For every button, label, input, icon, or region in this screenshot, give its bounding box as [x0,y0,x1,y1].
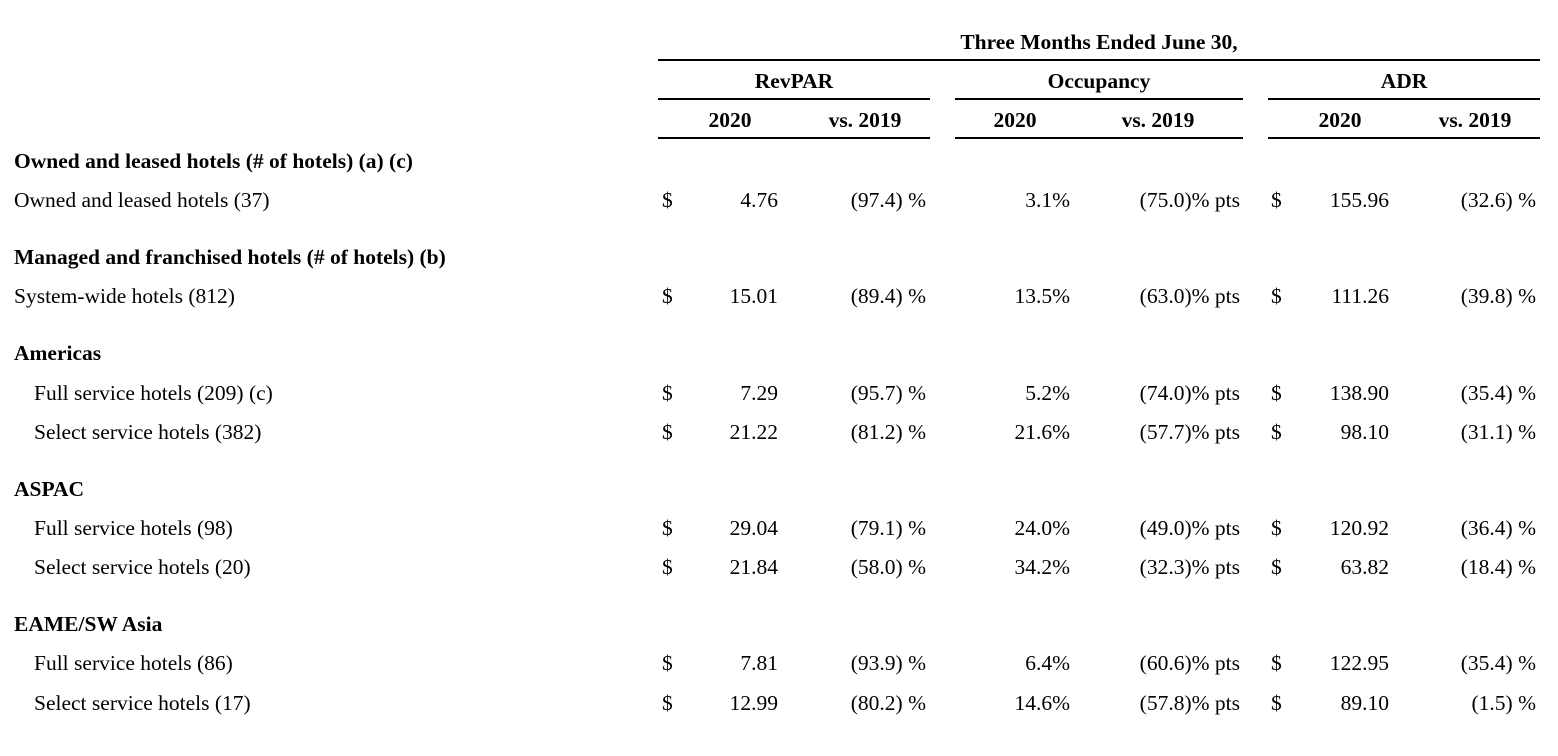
occupancy-sub-rule [955,137,1243,139]
adr-sub-rule [1268,137,1540,139]
section-label: EAME/SW Asia [14,612,163,636]
adr-value: 155.96 [1329,188,1389,212]
revpar-rule [658,98,930,100]
revpar-change: (79.1) % [850,516,926,540]
occupancy-change: (75.0)% pts [1139,188,1240,212]
occupancy-change: (32.3)% pts [1139,555,1240,579]
adr-currency: $ [1271,188,1282,212]
occupancy-value: 3.1% [1025,188,1070,212]
revpar-currency: $ [662,691,673,715]
revpar-value: 7.81 [740,651,778,675]
row-label: Owned and leased hotels (37) [14,188,270,212]
occupancy-value: 6.4% [1025,651,1070,675]
occupancy-change: (57.7)% pts [1139,420,1240,444]
occupancy-change: (60.6)% pts [1139,651,1240,675]
adr-value: 89.10 [1340,691,1389,715]
revpar-currency: $ [662,188,673,212]
revpar-change: (89.4) % [850,284,926,308]
adr-change: (1.5) % [1471,691,1536,715]
adr-year-header: 2020 [1318,108,1362,132]
occupancy-change: (74.0)% pts [1139,381,1240,405]
revpar-value: 4.76 [740,188,778,212]
occupancy-rule [955,98,1243,100]
revpar-currency: $ [662,381,673,405]
revpar-currency: $ [662,516,673,540]
section-label: Managed and franchised hotels (# of hote… [14,245,446,269]
adr-currency: $ [1271,381,1282,405]
revpar-currency: $ [662,284,673,308]
occupancy-value: 24.0% [1014,516,1070,540]
adr-rule [1268,98,1540,100]
adr-currency: $ [1271,691,1282,715]
adr-header: ADR [1380,69,1428,93]
adr-currency: $ [1271,555,1282,579]
period-rule [658,59,1540,61]
section-label: Owned and leased hotels (# of hotels) (a… [14,149,413,173]
occupancy-change-header: vs. 2019 [1121,108,1195,132]
occupancy-header: Occupancy [1047,69,1151,93]
occupancy-value: 34.2% [1014,555,1070,579]
adr-value: 98.10 [1340,420,1389,444]
period-header: Three Months Ended June 30, [960,30,1238,54]
adr-change: (36.4) % [1460,516,1536,540]
revpar-value: 21.22 [729,420,778,444]
adr-currency: $ [1271,516,1282,540]
adr-value: 138.90 [1329,381,1389,405]
adr-currency: $ [1271,284,1282,308]
adr-change: (39.8) % [1460,284,1536,308]
row-label: Full service hotels (98) [34,516,233,540]
revpar-change-header: vs. 2019 [828,108,902,132]
revpar-currency: $ [662,651,673,675]
row-label: System-wide hotels (812) [14,284,235,308]
occupancy-change: (49.0)% pts [1139,516,1240,540]
row-label: Select service hotels (20) [34,555,251,579]
revpar-value: 12.99 [729,691,778,715]
adr-change: (18.4) % [1460,555,1536,579]
revpar-change: (58.0) % [850,555,926,579]
revpar-header: RevPAR [754,69,834,93]
revpar-value: 15.01 [729,284,778,308]
revpar-value: 29.04 [729,516,778,540]
occupancy-value: 14.6% [1014,691,1070,715]
revpar-currency: $ [662,555,673,579]
occupancy-change: (57.8)% pts [1139,691,1240,715]
adr-change: (32.6) % [1460,188,1536,212]
adr-currency: $ [1271,651,1282,675]
revpar-year-header: 2020 [708,108,752,132]
revpar-change: (80.2) % [850,691,926,715]
revpar-value: 7.29 [740,381,778,405]
revpar-change: (93.9) % [850,651,926,675]
row-label: Select service hotels (382) [34,420,262,444]
adr-change: (35.4) % [1460,381,1536,405]
adr-value: 63.82 [1340,555,1389,579]
adr-change: (35.4) % [1460,651,1536,675]
occupancy-change: (63.0)% pts [1139,284,1240,308]
revpar-change: (81.2) % [850,420,926,444]
occupancy-value: 5.2% [1025,381,1070,405]
revpar-sub-rule [658,137,930,139]
adr-value: 122.95 [1329,651,1389,675]
occupancy-value: 13.5% [1014,284,1070,308]
revpar-currency: $ [662,420,673,444]
row-label: Full service hotels (209) (c) [34,381,273,405]
occupancy-year-header: 2020 [993,108,1037,132]
revpar-value: 21.84 [729,555,778,579]
row-label: Select service hotels (17) [34,691,251,715]
adr-value: 111.26 [1331,284,1389,308]
revpar-change: (97.4) % [850,188,926,212]
adr-change: (31.1) % [1460,420,1536,444]
row-label: Full service hotels (86) [34,651,233,675]
section-label: Americas [14,341,102,365]
revpar-change: (95.7) % [850,381,926,405]
occupancy-value: 21.6% [1014,420,1070,444]
adr-value: 120.92 [1329,516,1389,540]
adr-currency: $ [1271,420,1282,444]
section-label: ASPAC [14,477,85,501]
adr-change-header: vs. 2019 [1438,108,1512,132]
